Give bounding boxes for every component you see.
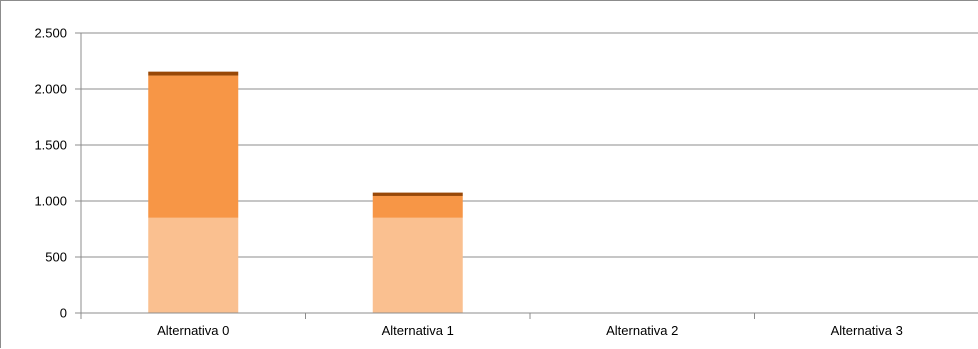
x-category-label: Alternativa 0: [157, 323, 229, 338]
axes: [75, 32, 978, 319]
bars: [148, 71, 463, 313]
bar-segment-3: [372, 192, 463, 196]
y-tick-label: 0: [60, 306, 67, 321]
x-category-label: Alternativa 3: [831, 323, 903, 338]
y-tick-label: 2.500: [34, 26, 67, 41]
labels: 0 500 1.000 1.500 2.000 2.500 Alternativa 0 Alt…: [34, 26, 902, 339]
bar-segment-2: [372, 195, 463, 218]
y-tick-label: 2.000: [34, 82, 67, 97]
bar-segment-1: [148, 217, 239, 313]
y-tick-label: 500: [45, 250, 67, 265]
x-category-label: Alternativa 1: [382, 323, 454, 338]
bar-segment-2: [148, 75, 239, 218]
y-tick-label: 1.000: [34, 194, 67, 209]
x-category-label: Alternativa 2: [606, 323, 678, 338]
y-tick-label: 1.500: [34, 138, 67, 153]
bar-segment-3: [148, 71, 239, 76]
bar-segment-1: [372, 217, 463, 313]
